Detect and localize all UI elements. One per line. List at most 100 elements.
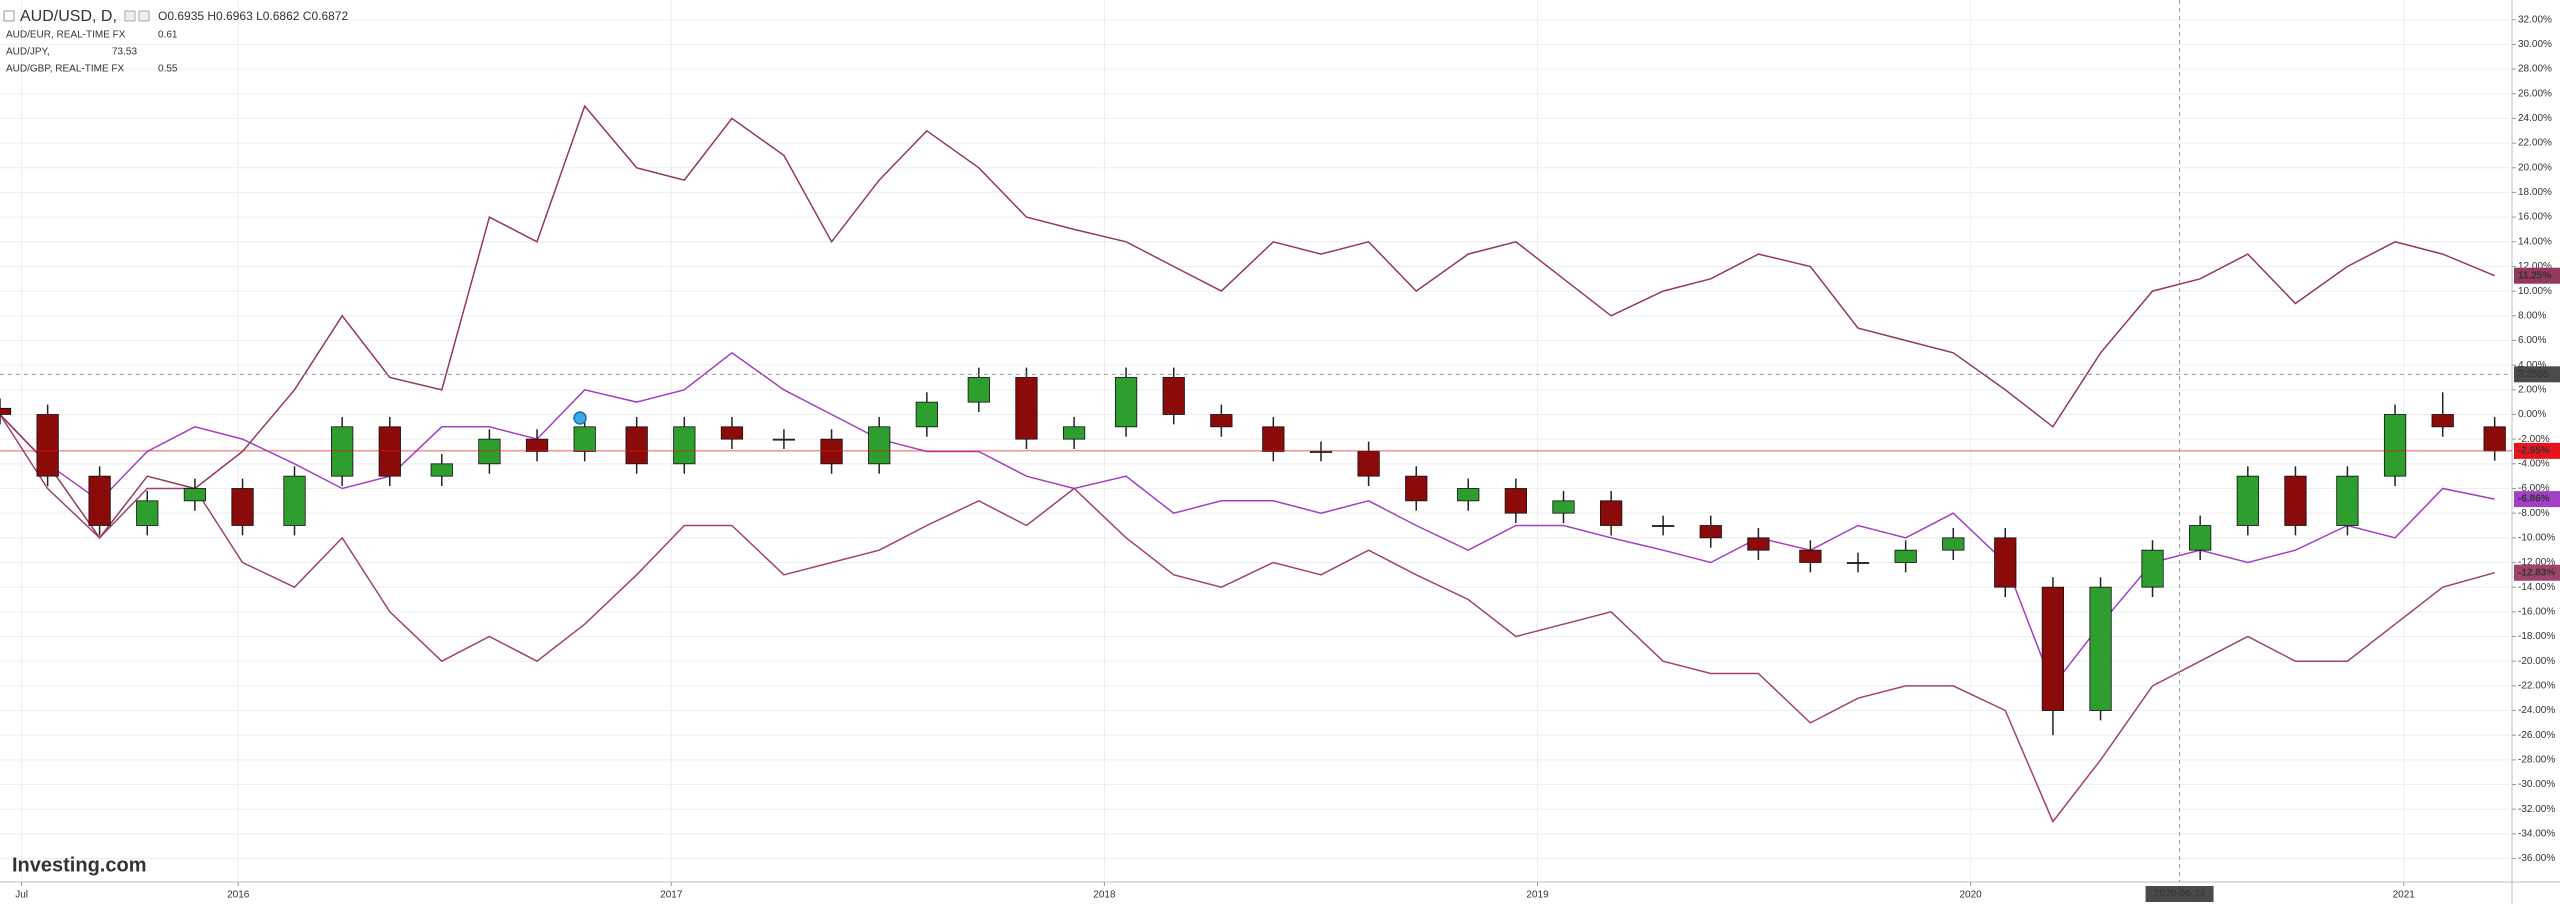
x-tick-label: 2016 xyxy=(227,890,250,901)
y-tick-label: -28.00% xyxy=(2518,755,2555,766)
price-label: -2.95% xyxy=(2518,446,2550,457)
candle-body xyxy=(673,426,696,465)
series-line xyxy=(0,104,2495,540)
candle-body xyxy=(1309,451,1333,453)
last-value-badge xyxy=(2514,267,2560,284)
candle-body xyxy=(720,426,744,440)
icon[interactable] xyxy=(138,10,150,22)
y-tick-label: -26.00% xyxy=(2518,730,2555,741)
candle-body xyxy=(1894,549,1917,563)
candle-body xyxy=(1457,488,1480,502)
collapse-icon[interactable] xyxy=(3,10,15,22)
candle-body xyxy=(1552,500,1575,514)
series-line xyxy=(0,351,2495,688)
candle-body xyxy=(1600,500,1623,526)
y-tick-label: -8.00% xyxy=(2518,508,2550,519)
candle-body xyxy=(1015,377,1038,440)
candle-body xyxy=(2236,475,2259,526)
main-symbol: AUD/USD, D, xyxy=(20,8,117,25)
y-tick-label: 30.00% xyxy=(2518,39,2552,50)
candle-body xyxy=(231,488,254,526)
y-tick-label: 2.00% xyxy=(2518,384,2546,395)
ohlc-values: O0.6935 H0.6963 L0.6862 C0.6872 xyxy=(158,9,348,23)
y-tick-label: 12.00% xyxy=(2518,261,2552,272)
candle-body xyxy=(1210,414,1233,428)
candle-body xyxy=(88,475,111,526)
y-tick-label: 8.00% xyxy=(2518,310,2546,321)
y-tick-label: -22.00% xyxy=(2518,681,2555,692)
last-value-badge xyxy=(2514,491,2560,508)
candle-body xyxy=(136,500,159,526)
x-tick-label: 2019 xyxy=(1526,890,1549,901)
candle-body xyxy=(915,401,938,428)
candle-body xyxy=(0,407,12,415)
candle-body xyxy=(331,426,354,477)
candle-body xyxy=(36,414,59,477)
legend-value: 0.61 xyxy=(158,30,178,41)
candle-body xyxy=(1504,488,1527,514)
legend-name: AUD/EUR, REAL-TIME FX xyxy=(6,30,126,41)
candle-body xyxy=(2041,586,2065,711)
y-tick-label: 0.00% xyxy=(2518,409,2546,420)
y-tick-label: 10.00% xyxy=(2518,286,2552,297)
icon[interactable] xyxy=(124,10,136,22)
crosshair-x-label: 2020-06-24 xyxy=(2154,889,2206,900)
y-tick-label: -14.00% xyxy=(2518,582,2555,593)
candle-body xyxy=(2336,475,2359,526)
candle-body xyxy=(1846,562,1870,564)
y-tick-label: 14.00% xyxy=(2518,236,2552,247)
crosshair-y-badge xyxy=(2514,366,2560,383)
y-tick-label: 32.00% xyxy=(2518,14,2552,25)
candle-body xyxy=(1162,377,1185,415)
last-value-label: -6.86% xyxy=(2518,494,2550,505)
y-tick-label: 26.00% xyxy=(2518,88,2552,99)
legend-value: 73.53 xyxy=(112,47,137,58)
legend-name: AUD/GBP, REAL-TIME FX xyxy=(6,64,125,75)
event-marker[interactable] xyxy=(573,411,587,425)
y-tick-label: -20.00% xyxy=(2518,656,2555,667)
candle-body xyxy=(478,438,501,465)
y-tick-label: -36.00% xyxy=(2518,853,2555,864)
y-tick-label: -12.00% xyxy=(2518,557,2555,568)
y-tick-label: 18.00% xyxy=(2518,187,2552,198)
candle-body xyxy=(2284,475,2307,526)
candle-body xyxy=(1699,525,1722,539)
price-badge xyxy=(2514,442,2560,459)
candle-body xyxy=(2089,586,2112,711)
y-tick-label: -18.00% xyxy=(2518,631,2555,642)
x-tick-label: Jul xyxy=(15,890,28,901)
candle-body xyxy=(1114,377,1138,428)
candle-body xyxy=(820,438,843,465)
candle-body xyxy=(2383,414,2407,477)
legend-name: AUD/JPY, xyxy=(6,47,50,58)
crosshair-x-badge xyxy=(2145,886,2214,902)
candle-body xyxy=(1262,426,1285,452)
candle-body xyxy=(183,488,207,502)
legend: AUD/USD, D, O0.6935 H0.6963 L0.6862 C0.6… xyxy=(3,8,348,75)
candle-body xyxy=(1357,451,1380,477)
candle-body xyxy=(283,475,306,526)
x-tick-label: 2021 xyxy=(2393,890,2416,901)
y-tick-label: 4.00% xyxy=(2518,360,2546,371)
series-line xyxy=(0,414,2495,824)
logo: Investing.com xyxy=(12,854,146,876)
candle-body xyxy=(2141,549,2164,588)
y-tick-label: 20.00% xyxy=(2518,162,2552,173)
y-tick-label: -34.00% xyxy=(2518,829,2555,840)
candle-body xyxy=(967,377,990,403)
y-tick-label: 22.00% xyxy=(2518,138,2552,149)
y-tick-label: -30.00% xyxy=(2518,779,2555,790)
crosshair-y-label: 3.2555 xyxy=(2518,369,2549,380)
candle-body xyxy=(573,426,596,452)
last-value-label: -12.83% xyxy=(2518,567,2555,578)
y-tick-label: 16.00% xyxy=(2518,212,2552,223)
candle-body xyxy=(868,426,891,465)
candle-body xyxy=(1942,537,1965,551)
candle-body xyxy=(430,463,453,477)
y-tick-label: -24.00% xyxy=(2518,705,2555,716)
last-value-label: 11.25% xyxy=(2518,270,2551,281)
last-value-badge xyxy=(2514,564,2560,581)
